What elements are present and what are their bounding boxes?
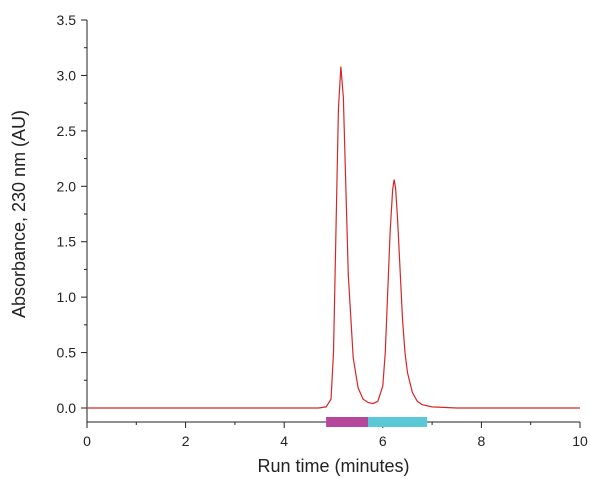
y-axis-title: Absorbance, 230 nm (AU) — [9, 110, 29, 318]
y-tick-label: 0.0 — [57, 400, 77, 416]
y-tick-label: 3.5 — [57, 12, 77, 28]
x-tick-label: 2 — [182, 433, 190, 449]
x-tick-label: 0 — [83, 433, 91, 449]
y-tick-label: 0.5 — [57, 345, 77, 361]
y-tick-label: 2.0 — [57, 178, 77, 194]
y-tick-label: 1.5 — [57, 234, 77, 250]
absorbance-trace — [87, 66, 580, 409]
y-tick-label: 2.5 — [57, 123, 77, 139]
x-tick-label: 6 — [379, 433, 387, 449]
x-tick-label: 4 — [280, 433, 288, 449]
y-tick-label: 3.0 — [57, 67, 77, 83]
x-axis-title: Run time (minutes) — [257, 456, 409, 476]
x-tick-label: 10 — [572, 433, 588, 449]
fraction-bar-2 — [368, 417, 428, 427]
y-tick-label: 1.0 — [57, 289, 77, 305]
fraction-bar-1 — [326, 417, 369, 427]
fraction-bars — [326, 417, 428, 427]
x-tick-label: 8 — [478, 433, 486, 449]
axes: 0.0 0.5 1.0 1.5 2.0 2.5 3.0 3.5 0 2 4 6 8 10 — [57, 12, 588, 449]
